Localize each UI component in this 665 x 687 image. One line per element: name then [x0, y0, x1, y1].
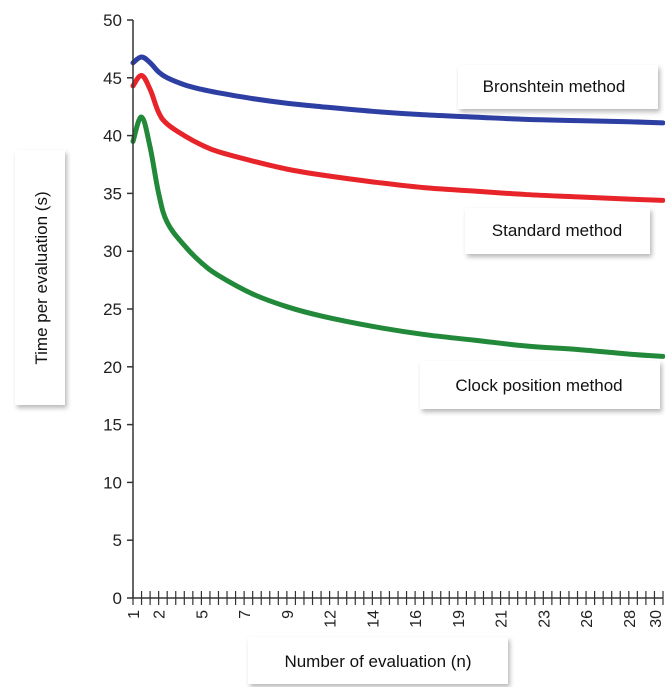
x-tick-label: 21	[494, 610, 511, 628]
y-axis-label: Time per evaluation (s)	[32, 191, 51, 364]
series-layer	[130, 54, 665, 359]
y-tick-label: 45	[103, 69, 122, 88]
x-tick-label: 28	[622, 610, 639, 628]
x-axis-label: Number of evaluation (n)	[284, 652, 471, 671]
x-tick-label: 16	[408, 610, 425, 628]
x-tick-label: 14	[365, 610, 382, 628]
y-tick-label: 10	[103, 473, 122, 492]
y-tick-label: 35	[103, 184, 122, 203]
x-tick-label: 7	[237, 610, 254, 619]
y-tick-label: 5	[113, 531, 122, 550]
x-tick-label: 2	[152, 610, 169, 619]
x-tick-label: 12	[323, 610, 340, 628]
series-line-1	[130, 72, 665, 203]
x-tick-label: 23	[536, 610, 553, 628]
x-tick-label: 9	[280, 610, 297, 619]
series-label-box-clock: Clock position method	[420, 361, 660, 409]
y-tick-label: 30	[103, 242, 122, 261]
y-tick-label: 50	[103, 11, 122, 30]
x-tick-label: 30	[648, 610, 665, 628]
y-tick-label: 15	[103, 416, 122, 435]
x-tick-label: 19	[451, 610, 468, 628]
series-label-box-bronshtein: Bronshtein method	[458, 65, 658, 109]
series-line-2	[130, 114, 665, 359]
series-label-bronshtein: Bronshtein method	[483, 77, 626, 96]
x-ticks: 1 2 5 7 9 12 14 16 19 21 23 26 28 30	[126, 591, 665, 628]
x-tick-label: 26	[579, 610, 596, 628]
x-axis-label-box: Number of evaluation (n)	[248, 637, 508, 684]
y-tick-label: 20	[103, 358, 122, 377]
series-label-box-standard: Standard method	[465, 208, 650, 254]
y-ticks: 0 5 10 15 20 25 30 35 40 45 50	[103, 11, 133, 608]
series-line-0	[130, 54, 665, 126]
x-tick-label: 1	[126, 610, 143, 619]
y-axis-label-box: Time per evaluation (s)	[15, 150, 65, 405]
y-tick-label: 25	[103, 300, 122, 319]
y-tick-label: 0	[113, 589, 122, 608]
series-label-clock: Clock position method	[455, 376, 622, 395]
x-tick-label: 5	[194, 610, 211, 619]
series-label-standard: Standard method	[492, 221, 622, 240]
y-tick-label: 40	[103, 127, 122, 146]
